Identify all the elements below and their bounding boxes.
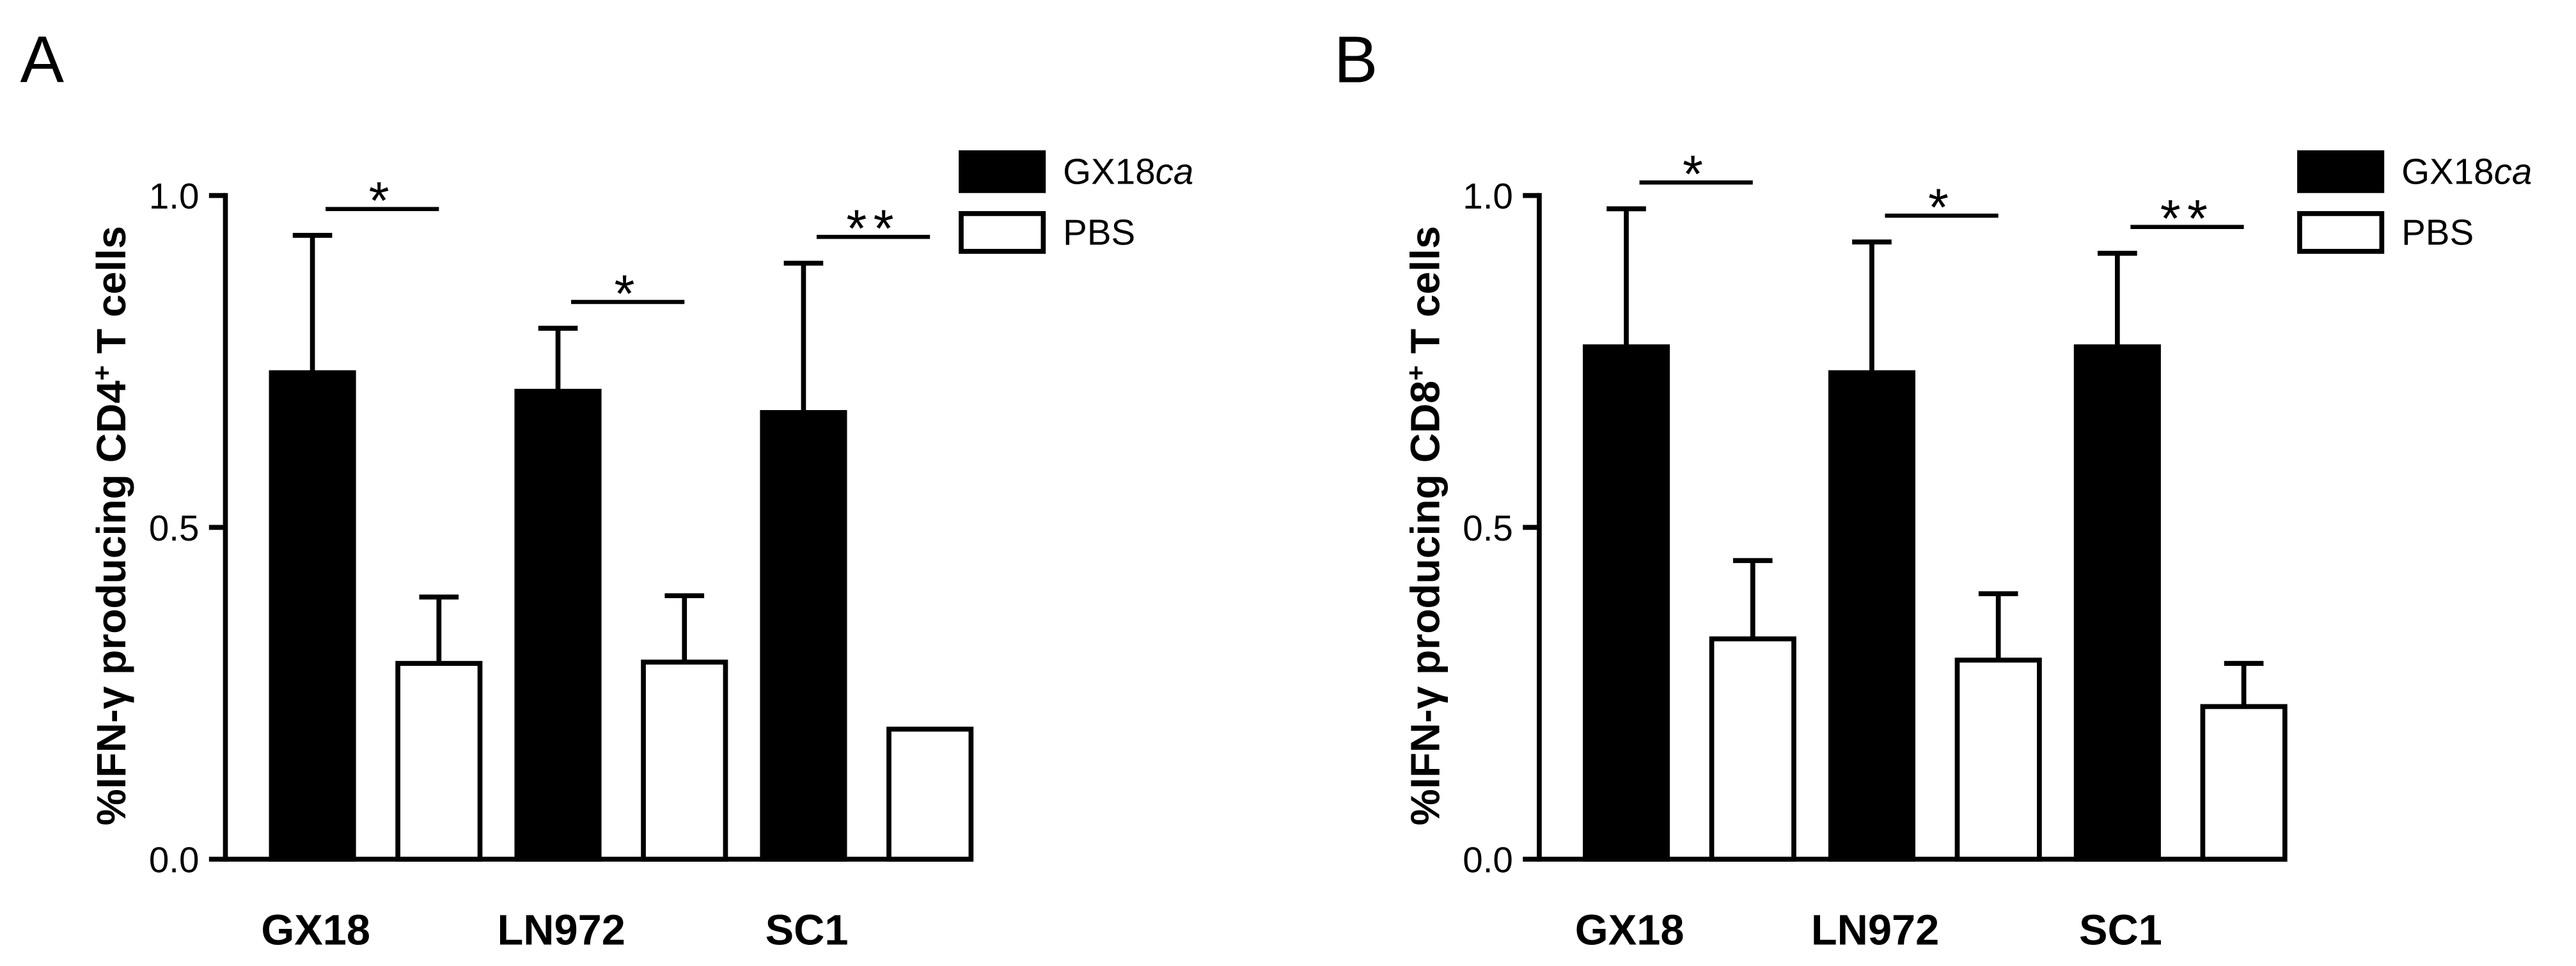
bar [269,370,356,862]
x-tick-label: GX18 [261,907,370,954]
error-bar [1606,206,1646,347]
bar [2200,704,2288,862]
bar [1828,370,1915,862]
legend-swatch [2297,210,2385,254]
bar [2073,344,2161,862]
y-tick-label: 0.5 [149,508,200,548]
bar [514,388,602,862]
legend-name-italic: ca [1156,152,1194,192]
error-bar [664,593,705,662]
error-bar [1852,239,1892,373]
legend-label: PBS [1063,212,1135,253]
y-tick-label: 0.0 [1463,840,1513,880]
legend-name: PBS [1063,212,1135,253]
legend-name: GX18 [2401,152,2494,192]
error-bar [538,326,578,392]
y-tick-label: 1.0 [1463,176,1513,216]
significance-label: ** [2160,190,2215,248]
y-axis-label-sup: + [87,365,116,381]
significance-label: ** [846,200,900,258]
significance-label: * [369,172,396,230]
y-axis-label-tail: T cells [1402,226,1448,354]
legend-label: GX18ca [1063,152,1193,192]
error-bar [292,232,333,373]
legend-name: GX18 [1063,152,1155,192]
x-tick-label: SC1 [766,907,849,954]
error-bar [2098,251,2137,347]
legend-name-italic: ca [2494,152,2533,192]
x-tick-label: SC1 [2079,907,2162,954]
significance-label: * [1928,179,1955,237]
y-tick-label: 0.5 [1463,508,1513,548]
y-axis-label-sup: + [1401,365,1430,381]
bar [395,661,483,862]
bar [886,726,974,862]
legend-swatch [959,150,1046,193]
legend-label: GX18ca [2401,152,2532,192]
bar [1582,344,1670,862]
panel-label: B [1334,22,1378,96]
legend-name: PBS [2401,212,2474,253]
y-tick-label: 1.0 [149,176,200,216]
legend-swatch [2297,150,2385,193]
bar [1709,636,1796,862]
y-axis-label: %IFN-γ producing CD4+ T cells [87,226,134,825]
x-tick-label: LN972 [1811,907,1939,954]
legend-label: PBS [2401,212,2474,253]
y-axis-label-tail: T cells [88,226,134,354]
y-axis-label-main: %IFN-γ producing CD8 [1402,381,1448,825]
legend-swatch [959,210,1046,254]
error-bar [2224,661,2264,707]
significance-label: * [615,265,641,323]
bar [760,410,847,862]
significance-label: * [1683,146,1709,204]
panel-label: A [20,22,64,96]
bar [641,660,728,862]
x-tick-label: LN972 [497,907,625,954]
x-tick-label: GX18 [1575,907,1685,954]
y-axis-label-main: %IFN-γ producing CD4 [88,381,134,826]
error-bar [1732,558,1773,639]
error-bar [783,260,824,413]
error-bar [1978,591,2018,660]
bar [1954,657,2042,862]
error-bar [419,594,459,664]
y-axis-label: %IFN-γ producing CD8+ T cells [1401,226,1448,825]
y-tick-label: 0.0 [149,840,200,880]
